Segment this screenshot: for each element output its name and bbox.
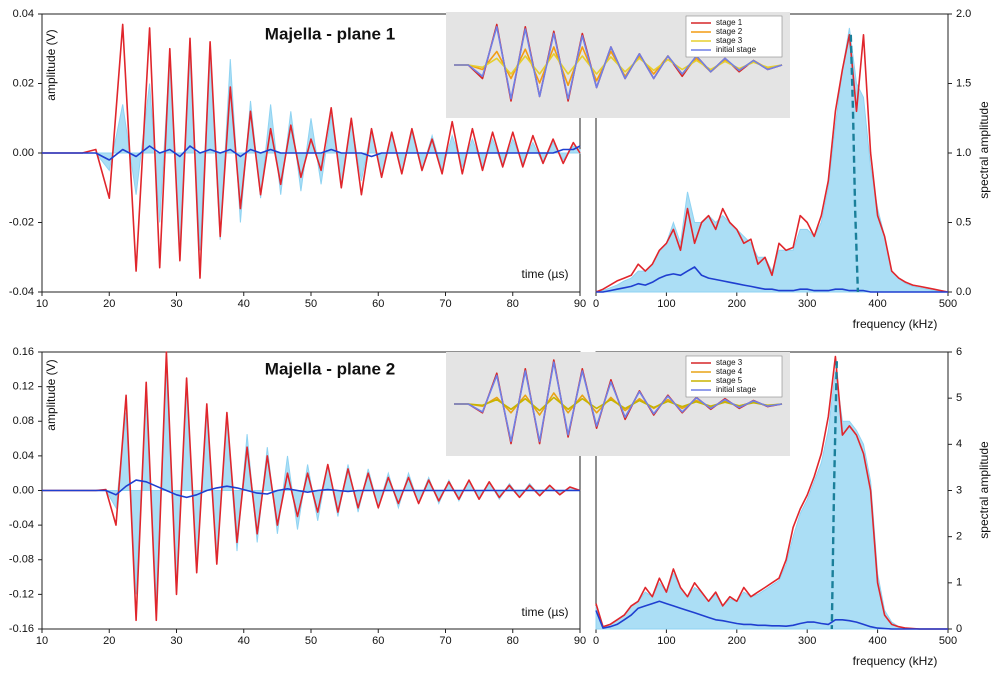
- y-tick-label: -0.02: [9, 216, 34, 228]
- x-tick-label: 10: [36, 635, 48, 647]
- x-tick-label: 20: [103, 635, 115, 647]
- y-tick-label: -0.08: [9, 554, 34, 566]
- x-tick-label: 40: [238, 635, 250, 647]
- x-tick-label: 80: [507, 635, 519, 647]
- x-tick-label: 20: [103, 298, 115, 310]
- y-tick-label: -0.16: [9, 623, 34, 635]
- y-tick-label: 3: [956, 484, 962, 496]
- line: [595, 34, 949, 293]
- line: [596, 266, 948, 293]
- x-axis-label: frequency (kHz): [853, 654, 938, 668]
- y-axis-label: amplitude (V): [44, 359, 58, 430]
- x-tick-label: 400: [868, 635, 886, 647]
- legend-label: stage 5: [716, 376, 743, 385]
- line: [42, 23, 581, 279]
- x-tick-label: 80: [507, 298, 519, 310]
- y-tick-label: 0.04: [13, 8, 34, 20]
- x-tick-label: 30: [170, 298, 182, 310]
- legend-label: initial stage: [716, 45, 757, 54]
- x-tick-label: 500: [939, 298, 957, 310]
- y-axis-label: spectral amplitude: [977, 101, 991, 199]
- x-tick-label: 90: [574, 298, 586, 310]
- y-tick-label: 2: [956, 531, 962, 543]
- legend-label: stage 2: [716, 27, 743, 36]
- x-tick-label: 100: [657, 635, 675, 647]
- x-tick-label: 300: [798, 298, 816, 310]
- x-tick-label: 0: [593, 298, 599, 310]
- x-tick-label: 400: [868, 298, 886, 310]
- y-tick-label: 0.08: [13, 415, 34, 427]
- line: [595, 600, 948, 630]
- y-tick-label: 0.00: [13, 147, 34, 159]
- y-tick-label: 1.5: [956, 77, 971, 89]
- y-tick-label: -0.12: [9, 588, 34, 600]
- y-tick-label: -0.04: [9, 286, 34, 298]
- peak-path: [849, 34, 860, 293]
- peak-path: [830, 361, 838, 630]
- y-tick-label: 0.0: [956, 286, 971, 298]
- x-tick-label: 90: [574, 635, 586, 647]
- x-tick-label: 10: [36, 298, 48, 310]
- y-axis-label: spectral amplitude: [977, 441, 991, 539]
- y-tick-label: -0.04: [9, 519, 34, 531]
- line: [42, 351, 581, 622]
- x-tick-label: 500: [939, 635, 957, 647]
- x-tick-label: 70: [439, 298, 451, 310]
- x-tick-label: 50: [305, 635, 317, 647]
- y-tick-label: 4: [956, 438, 962, 450]
- line: [42, 145, 581, 161]
- y-tick-label: 2.0: [956, 8, 971, 20]
- x-axis-label: time (µs): [522, 267, 569, 281]
- legend-label: initial stage: [716, 385, 757, 394]
- y-tick-label: 0.5: [956, 216, 971, 228]
- line: [595, 355, 948, 630]
- x-tick-label: 300: [798, 635, 816, 647]
- y-tick-label: 6: [956, 346, 962, 358]
- y-tick-label: 5: [956, 392, 962, 404]
- x-axis-label: time (µs): [522, 605, 569, 619]
- x-tick-label: 200: [728, 298, 746, 310]
- legend-label: stage 4: [716, 367, 743, 376]
- legend-label: stage 3: [716, 36, 743, 45]
- y-tick-label: 0.04: [13, 450, 34, 462]
- x-axis-label: frequency (kHz): [853, 317, 938, 331]
- y-tick-label: 0: [956, 623, 962, 635]
- line: [454, 396, 783, 412]
- x-tick-label: 50: [305, 298, 317, 310]
- line: [454, 361, 783, 443]
- y-tick-label: 1.0: [956, 147, 971, 159]
- line: [454, 26, 783, 100]
- x-tick-label: 60: [372, 635, 384, 647]
- chart-title: Majella - plane 1: [265, 24, 395, 43]
- y-axis-label: amplitude (V): [44, 29, 58, 100]
- x-tick-label: 60: [372, 298, 384, 310]
- chart-title: Majella - plane 2: [265, 359, 395, 378]
- line: [42, 479, 580, 499]
- x-tick-label: 100: [657, 298, 675, 310]
- x-tick-label: 40: [238, 298, 250, 310]
- x-tick-label: 200: [728, 635, 746, 647]
- x-tick-label: 0: [593, 635, 599, 647]
- y-tick-label: 0.00: [13, 484, 34, 496]
- y-tick-label: 1: [956, 577, 962, 589]
- y-tick-label: 0.02: [13, 77, 34, 89]
- legend-label: stage 3: [716, 358, 743, 367]
- x-tick-label: 70: [439, 635, 451, 647]
- x-tick-label: 30: [170, 635, 182, 647]
- y-tick-label: 0.12: [13, 381, 34, 393]
- legend-label: stage 1: [716, 18, 743, 27]
- y-tick-label: 0.16: [13, 346, 34, 358]
